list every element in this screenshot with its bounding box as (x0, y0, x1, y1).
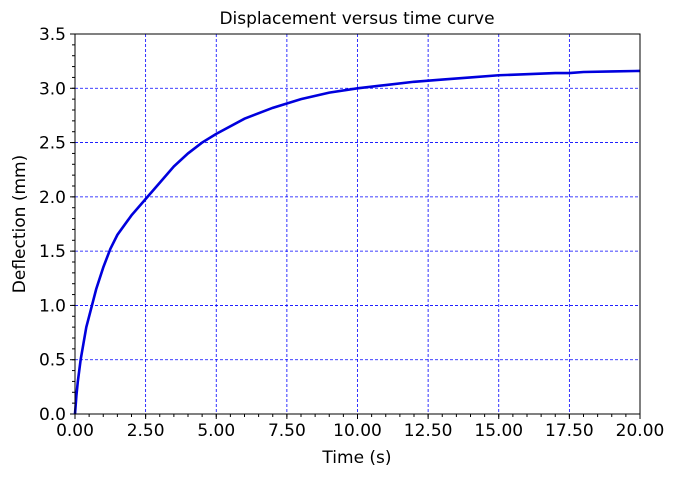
x-tick-label: 7.50 (268, 421, 306, 441)
ticks: 0.00 2.50 5.00 7.50 10.00 12.50 15.00 17.50 20.0… (39, 25, 664, 441)
y-tick-label: 2.0 (39, 188, 66, 208)
plot-frame (74, 33, 641, 415)
y-tick-label: 0.5 (39, 351, 66, 371)
y-tick-label: 3.0 (39, 79, 66, 99)
x-tick-label: 10.00 (333, 421, 382, 441)
y-axis-label: Deflection (mm) (10, 155, 30, 293)
x-tick-label: 5.00 (197, 421, 235, 441)
y-tick-label: 2.5 (39, 134, 66, 154)
x-tick-label: 20.00 (616, 421, 665, 441)
x-axis-label: Time (s) (321, 448, 391, 468)
y-tick-label: 3.5 (39, 25, 66, 45)
x-tick-label: 2.50 (127, 421, 165, 441)
y-tick-label: 1.0 (39, 296, 66, 316)
x-tick-label: 0.00 (56, 421, 94, 441)
x-tick-label: 17.50 (545, 421, 594, 441)
series-line-deflection (73, 69, 641, 415)
x-tick-label: 15.00 (474, 421, 523, 441)
grid (75, 34, 640, 414)
y-tick-label: 1.5 (39, 242, 66, 262)
x-tick-label: 12.50 (404, 421, 453, 441)
y-tick-label: 0.0 (39, 405, 66, 425)
chart-title: Displacement versus time curve (219, 9, 494, 29)
